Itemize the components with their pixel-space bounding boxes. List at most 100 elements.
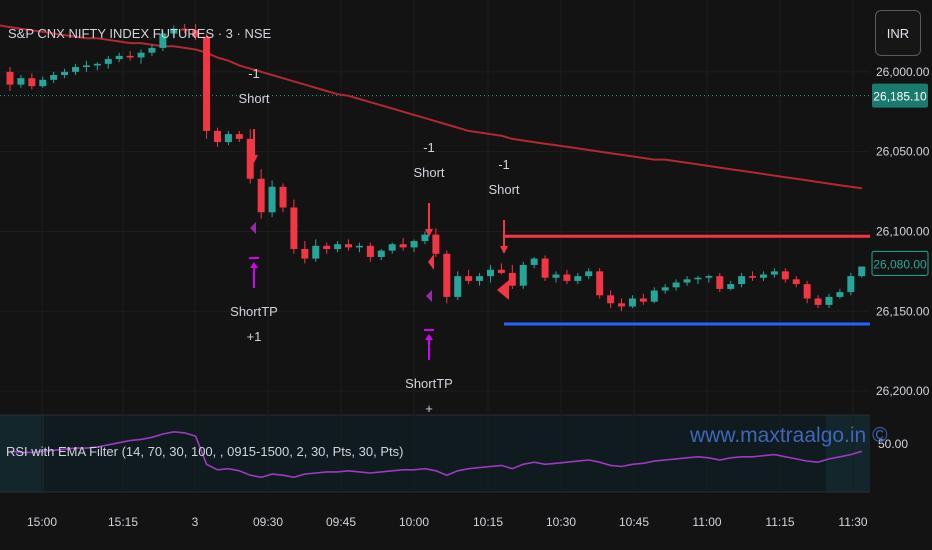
candle-body xyxy=(410,241,418,248)
candle-body xyxy=(366,245,374,257)
candle-body xyxy=(650,290,658,302)
candle-body xyxy=(443,253,451,297)
signal-label-top: -1 xyxy=(248,66,260,81)
candle-body xyxy=(465,276,473,281)
candle-body xyxy=(847,276,855,293)
price-axis-tick: 26,200.00 xyxy=(876,384,930,398)
candle-body xyxy=(563,274,571,281)
signal-label-top: -1 xyxy=(423,140,435,155)
candle-body xyxy=(50,75,58,80)
signal-label-top: -1 xyxy=(498,157,510,172)
candle-body xyxy=(203,36,211,131)
time-axis-label: 11:15 xyxy=(765,515,794,529)
current-price-label: 26,185.10 xyxy=(873,90,927,104)
candle-body xyxy=(104,59,112,64)
time-axis-label: 15:00 xyxy=(27,515,57,529)
candle-body xyxy=(257,178,265,213)
rsi-pane-shade-left xyxy=(0,415,44,492)
candle-body xyxy=(749,276,757,278)
candle-body xyxy=(727,284,735,289)
short-arrow-head xyxy=(425,229,433,237)
entry-triangle xyxy=(497,280,509,300)
candle-body xyxy=(432,234,440,254)
candle-body xyxy=(705,276,713,278)
signal-label-bottom: Short xyxy=(238,91,269,106)
rsi-indicator-label[interactable]: RSI with EMA Filter (14, 70, 30, 100, , … xyxy=(6,444,404,459)
candle-body xyxy=(39,79,47,87)
candle-body xyxy=(170,28,178,34)
candle-body xyxy=(530,258,538,265)
price-axis-tick: 26,000.00 xyxy=(876,65,930,79)
time-axis-label: 10:15 xyxy=(473,515,503,529)
candle-body xyxy=(759,274,767,278)
candle-body xyxy=(552,274,560,278)
candle-body xyxy=(639,298,647,302)
candle-body xyxy=(792,279,800,285)
candle-body xyxy=(596,271,604,296)
candle-body xyxy=(661,287,669,291)
candle-body xyxy=(126,55,134,58)
candle-body xyxy=(541,258,549,278)
candle-body xyxy=(476,276,484,281)
candle-body xyxy=(858,266,866,277)
signal-label-bottom: +1 xyxy=(247,329,262,344)
signal-label-top: ShortTP xyxy=(405,376,453,391)
candle-body xyxy=(388,244,396,251)
time-axis-label: 3 xyxy=(192,515,199,529)
candle-body xyxy=(115,55,123,60)
candle-body xyxy=(814,298,822,305)
candle-body xyxy=(192,30,200,37)
candle-body xyxy=(82,65,90,68)
candle-body xyxy=(454,276,462,297)
signal-label-bottom: Short xyxy=(488,182,519,197)
candle-body xyxy=(301,249,309,259)
candle-body xyxy=(399,244,407,248)
candle-body xyxy=(290,207,298,249)
candle-body xyxy=(836,292,844,297)
rsi-axis-tick: 50.00 xyxy=(878,437,908,451)
exit-triangle xyxy=(250,222,256,234)
candle-body xyxy=(312,245,320,259)
signal-label-bottom: + xyxy=(425,401,433,416)
time-axis-label: 15:15 xyxy=(108,515,138,529)
time-axis-label: 10:00 xyxy=(399,515,429,529)
candle-body xyxy=(683,279,691,283)
candle-body xyxy=(486,269,494,277)
candle-body xyxy=(213,130,221,143)
candle-body xyxy=(628,298,636,307)
candle-body xyxy=(497,269,505,273)
candle-body xyxy=(672,282,680,288)
current-price-badge xyxy=(872,83,928,108)
signal-label-bottom: Short xyxy=(413,165,444,180)
last-price-label: 26,080.00 xyxy=(873,257,927,271)
entry-triangle xyxy=(258,178,264,194)
candle-body xyxy=(235,134,243,139)
time-axis-label: 11:30 xyxy=(838,515,867,529)
symbol-title[interactable]: S&P CNX NIFTY INDEX FUTURES · 3 · NSE xyxy=(8,26,272,41)
candle-body xyxy=(607,295,615,304)
time-axis-label: 11:00 xyxy=(692,515,721,529)
candle-body xyxy=(61,71,69,76)
candle-body xyxy=(618,303,626,307)
candle-body xyxy=(770,271,778,275)
candle-body xyxy=(17,78,25,85)
candle-body xyxy=(694,277,702,280)
last-price-badge xyxy=(871,250,929,276)
time-axis-label: 10:30 xyxy=(546,515,576,529)
candle-body xyxy=(585,271,593,277)
time-axis-label: 09:30 xyxy=(253,515,283,529)
candle-body xyxy=(738,276,746,285)
currency-button[interactable]: INR xyxy=(875,10,921,56)
entry-triangle xyxy=(428,254,434,270)
candle-body xyxy=(93,63,101,66)
candle-body xyxy=(345,244,353,248)
short-arrow-head xyxy=(250,155,258,163)
candle-body xyxy=(246,138,254,179)
candle-body xyxy=(181,28,189,31)
price-axis-tick: 26,050.00 xyxy=(876,145,930,159)
candle-body xyxy=(28,78,36,87)
signal-label-top: ShortTP xyxy=(230,304,278,319)
time-axis-label: 10:45 xyxy=(619,515,649,529)
